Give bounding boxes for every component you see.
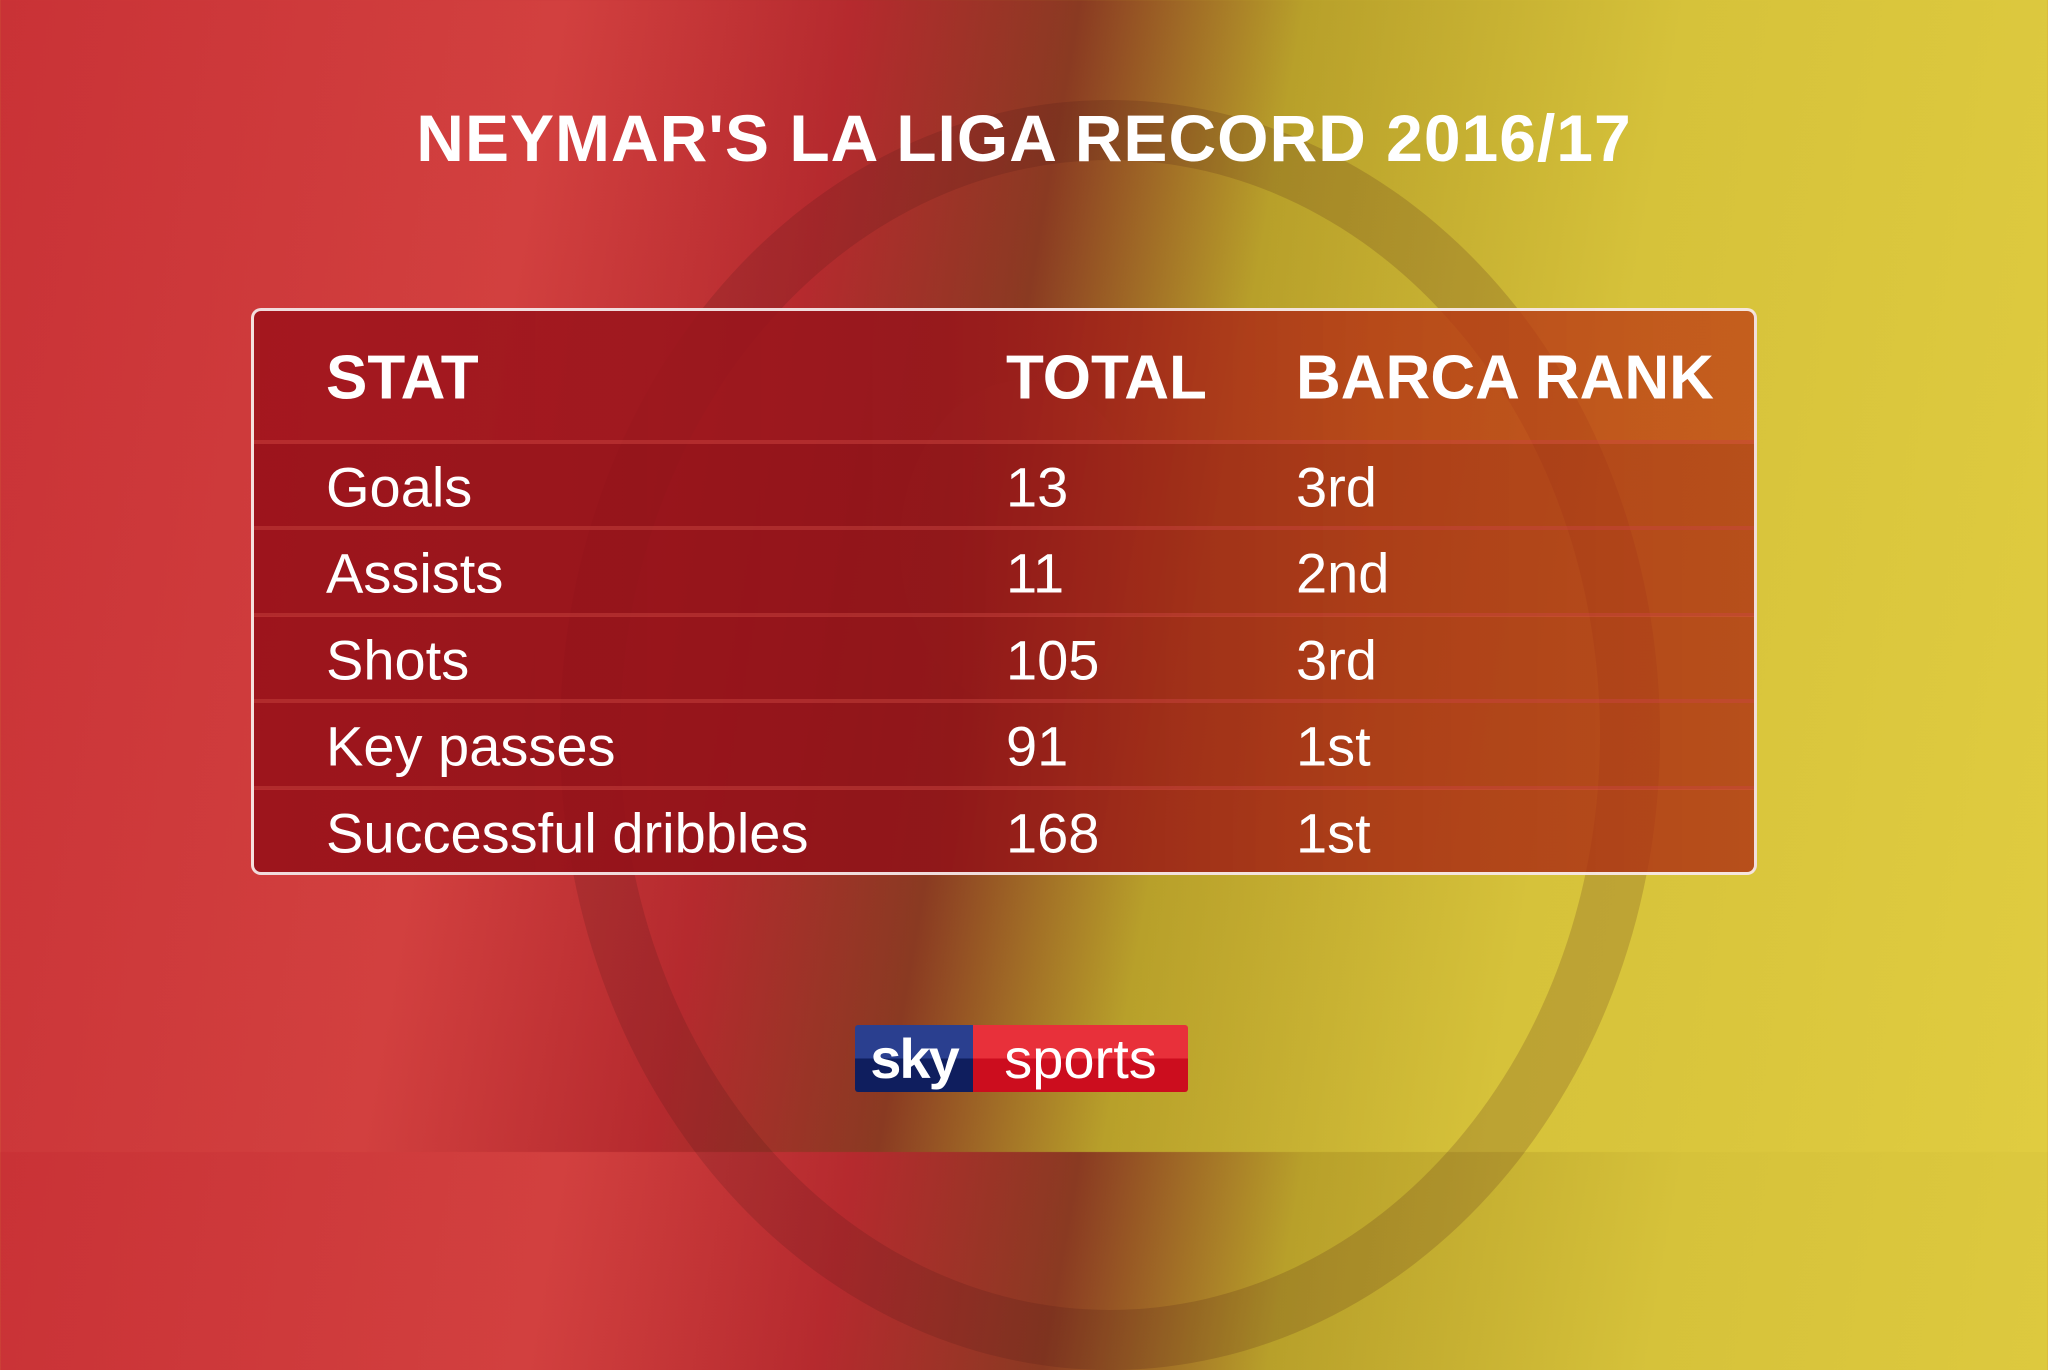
stats-table: STAT TOTAL BARCA RANK Goals 13 3rd Assis…	[251, 308, 1757, 875]
stat-name: Assists	[326, 541, 504, 605]
stat-name: Key passes	[326, 714, 616, 778]
logo-sports: sports	[973, 1025, 1188, 1092]
stat-total: 168	[1006, 801, 1100, 865]
stat-name: Successful dribbles	[326, 801, 809, 865]
logo-sky: sky	[855, 1025, 973, 1092]
stat-rank: 2nd	[1296, 541, 1390, 605]
stat-rank: 3rd	[1296, 455, 1377, 519]
stat-total: 91	[1006, 714, 1069, 778]
stat-rank: 3rd	[1296, 628, 1377, 692]
stat-name: Goals	[326, 455, 473, 519]
header-rank: BARCA RANK	[1296, 343, 1714, 412]
sky-sports-logo: sky sports	[855, 1025, 1188, 1092]
stat-total: 13	[1006, 455, 1069, 519]
table-row: Shots 105 3rd	[254, 613, 1754, 703]
stat-total: 105	[1006, 628, 1100, 692]
stat-name: Shots	[326, 628, 470, 692]
table-row: Successful dribbles 168 1st	[254, 786, 1754, 872]
table-row: Assists 11 2nd	[254, 526, 1754, 616]
table-row: Goals 13 3rd	[254, 440, 1754, 530]
stat-total: 11	[1006, 541, 1065, 605]
stat-rank: 1st	[1296, 801, 1371, 865]
stat-rank: 1st	[1296, 714, 1371, 778]
table-row: Key passes 91 1st	[254, 699, 1754, 789]
header-total: TOTAL	[1006, 343, 1207, 412]
table-header: STAT TOTAL BARCA RANK	[254, 311, 1754, 444]
page-title: NEYMAR'S LA LIGA RECORD 2016/17	[416, 101, 1632, 175]
header-stat: STAT	[326, 343, 479, 412]
